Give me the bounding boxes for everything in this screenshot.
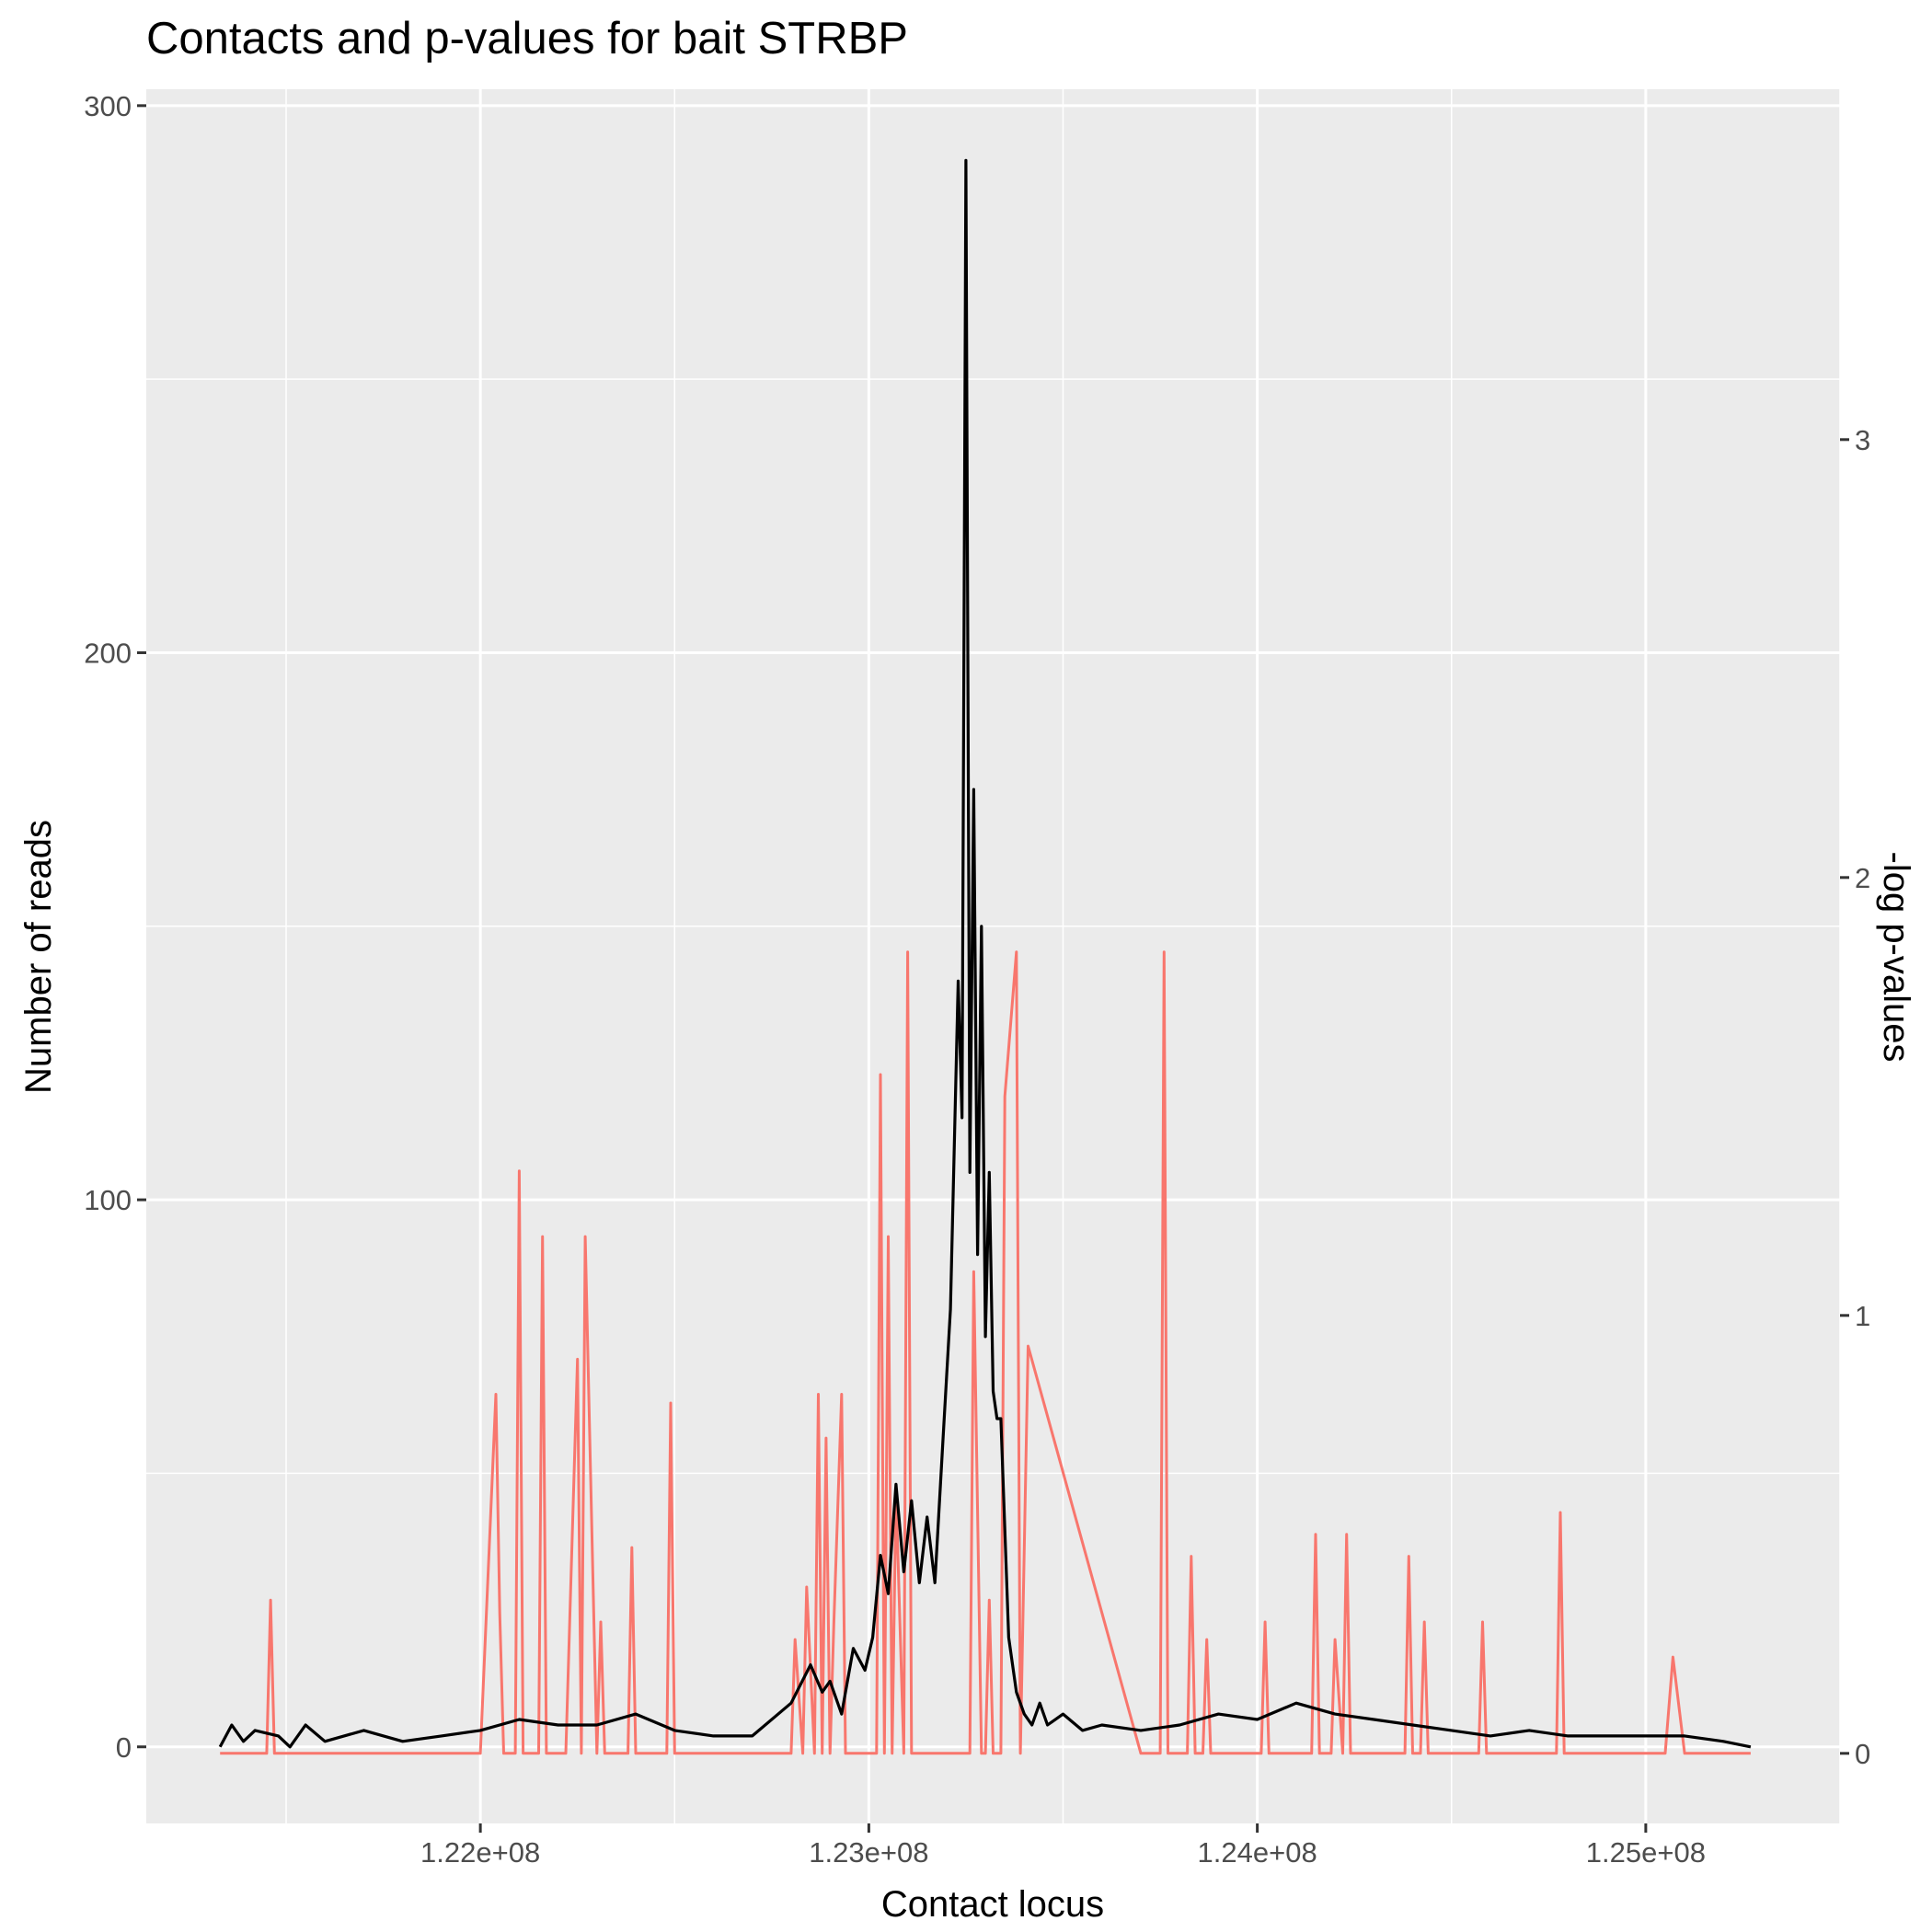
y-axis-left: 0 100 200 300	[84, 90, 146, 1764]
x-tick-label: 1.22e+08	[420, 1836, 540, 1869]
x-tick-label: 1.24e+08	[1198, 1836, 1317, 1869]
y2-tick-label: 1	[1855, 1300, 1870, 1332]
x-tick-label: 1.25e+08	[1586, 1836, 1706, 1869]
grid-minor	[146, 89, 1841, 1823]
reads-line	[218, 158, 1752, 1749]
y-tick-label: 100	[84, 1184, 132, 1216]
y2-tick-label: 3	[1855, 424, 1870, 456]
y-tick-label: 300	[84, 90, 132, 122]
y2-tick-label: 2	[1855, 862, 1870, 894]
x-axis: 1.22e+08 1.23e+08 1.24e+08 1.25e+08	[420, 1823, 1706, 1869]
pvalues-line	[220, 950, 1751, 1755]
x-axis-title: Contact locus	[881, 1884, 1104, 1925]
y2-axis-title: -log p-values	[1876, 851, 1916, 1062]
series-reads	[218, 158, 1752, 1749]
x-tick-label: 1.23e+08	[809, 1836, 928, 1869]
y-tick-label: 0	[116, 1731, 132, 1764]
y2-tick-label: 0	[1855, 1738, 1870, 1770]
chart-title: Contacts and p-values for bait STRBP	[146, 14, 908, 63]
y-axis-right: 0 1 2 3	[1840, 424, 1870, 1770]
plot-panel	[146, 89, 1840, 1823]
y-tick-label: 200	[84, 637, 132, 669]
series-pvalues	[220, 950, 1751, 1755]
y-axis-title: Number of reads	[18, 820, 59, 1094]
